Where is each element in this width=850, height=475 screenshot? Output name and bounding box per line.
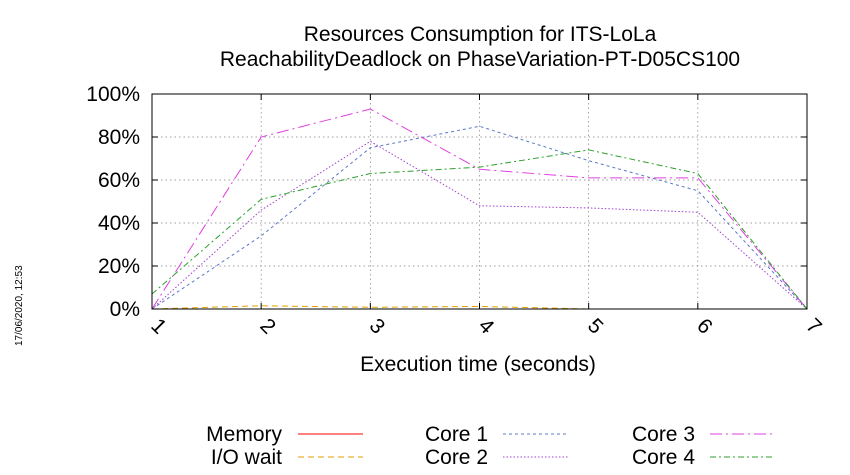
chart-subtitle: ReachabilityDeadlock on PhaseVariation-P…: [220, 48, 740, 71]
legend-item: I/O wait: [211, 446, 363, 469]
legend-item: Memory: [206, 423, 363, 446]
series-line-core-4: [151, 149, 808, 310]
series-line-core-2: [151, 140, 808, 310]
plot-frame: [151, 93, 808, 310]
y-tick-label: 40%: [98, 212, 140, 235]
timestamp: 17/06/2020, 12:53: [14, 265, 25, 346]
chart-title: Resources Consumption for ITS-LoLa: [304, 23, 657, 46]
legend-item: Core 3: [632, 423, 775, 446]
legend-item: Core 2: [425, 446, 568, 469]
legend-item: Core 1: [425, 423, 568, 446]
legend-item: Core 4: [632, 446, 775, 469]
x-axis-label: Execution time (seconds): [360, 353, 596, 376]
y-tick-label: 100%: [86, 83, 140, 106]
y-tick-label: 60%: [98, 169, 140, 192]
y-tick-label: 20%: [98, 255, 140, 278]
legend-label: I/O wait: [211, 446, 282, 469]
x-tick-label: 4: [474, 314, 499, 339]
legend-label: Core 3: [632, 423, 695, 446]
x-tick-label: 1: [146, 314, 171, 339]
legend-label: Memory: [206, 423, 282, 446]
x-tick-label: 6: [692, 314, 717, 339]
grid: [152, 94, 807, 309]
y-tick-label: 80%: [98, 126, 140, 149]
x-tick-label: 3: [365, 314, 390, 339]
x-tick-label: 5: [583, 314, 608, 339]
legend-label: Core 2: [425, 446, 488, 469]
x-tick-label: 2: [255, 314, 280, 339]
series-line-core-3: [151, 108, 808, 310]
legend-label: Core 4: [632, 446, 695, 469]
x-axis-ticks: 1 2 3 4 5 6 7: [146, 94, 826, 339]
x-tick-label: 7: [801, 314, 826, 339]
y-axis-ticks: 0% 20% 40% 60% 80% 100%: [86, 83, 807, 321]
legend-label: Core 1: [425, 423, 488, 446]
y-tick-label: 0%: [110, 298, 140, 321]
